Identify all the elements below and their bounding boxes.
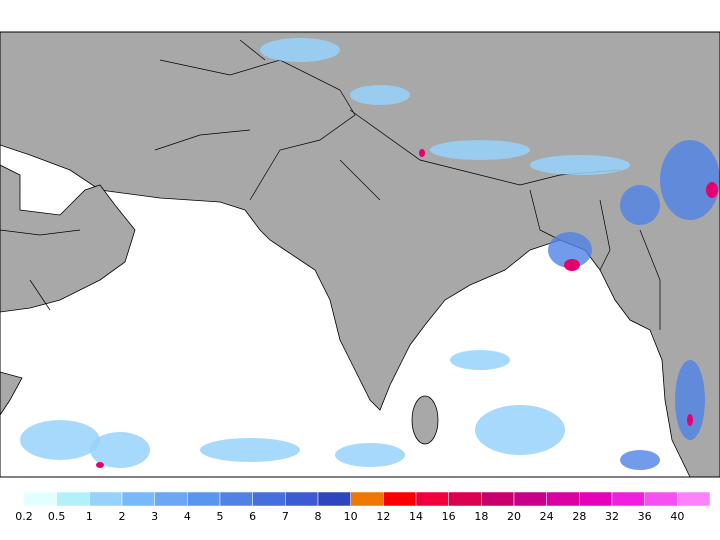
colorbar-box <box>154 491 188 507</box>
colorbar-label: 0.5 <box>48 510 66 523</box>
colorbar-box <box>252 491 286 507</box>
colorbar-box <box>579 491 613 507</box>
colorbar-label: 12 <box>376 510 390 523</box>
colorbar-label: 0.2 <box>15 510 33 523</box>
colorbar-label: 14 <box>409 510 423 523</box>
colorbar-box <box>415 491 449 507</box>
colorbar-box <box>23 491 57 507</box>
colorbar-box <box>56 491 90 507</box>
colorbar-box <box>448 491 482 507</box>
colorbar-label: 8 <box>315 510 322 523</box>
colorbar-box <box>89 491 123 507</box>
colorbar-label: 16 <box>442 510 456 523</box>
borders <box>0 39 661 330</box>
colorbar-label: 4 <box>184 510 191 523</box>
colorbar-box <box>285 491 319 507</box>
colorbar: 0.2 0.5 1 2 3 4 5 6 7 8 10 12 14 16 18 20 24 28 32 36 40 <box>15 491 711 523</box>
land-asia <box>0 31 720 478</box>
colorbar-label: 20 <box>507 510 521 523</box>
colorbar-label: 7 <box>282 510 289 523</box>
colorbar-label: 6 <box>249 510 256 523</box>
colorbar-box <box>121 491 155 507</box>
colorbar-label: 2 <box>119 510 126 523</box>
colorbar-label: 28 <box>572 510 586 523</box>
precipitation <box>20 38 720 470</box>
colorbar-label: 5 <box>217 510 224 523</box>
colorbar-label: 24 <box>540 510 554 523</box>
colorbar-label: 10 <box>344 510 358 523</box>
colorbar-box <box>481 491 515 507</box>
colorbar-label: 3 <box>151 510 158 523</box>
colorbar-box <box>644 491 678 507</box>
colorbar-label: 32 <box>605 510 619 523</box>
colorbar-box <box>187 491 221 507</box>
colorbar-box <box>350 491 384 507</box>
colorbar-label: 40 <box>670 510 684 523</box>
colorbar-label: 36 <box>638 510 652 523</box>
colorbar-box <box>513 491 547 507</box>
colorbar-label: 1 <box>86 510 93 523</box>
map <box>0 31 720 478</box>
colorbar-box <box>611 491 645 507</box>
colorbar-box <box>219 491 253 507</box>
colorbar-label: 18 <box>474 510 488 523</box>
colorbar-box <box>383 491 417 507</box>
colorbar-box <box>317 491 351 507</box>
colorbar-box <box>677 491 711 507</box>
land-africa <box>0 371 23 416</box>
colorbar-box <box>546 491 580 507</box>
land-sri-lanka <box>411 395 439 445</box>
map-frame <box>0 31 720 478</box>
land-arabia <box>0 164 136 313</box>
